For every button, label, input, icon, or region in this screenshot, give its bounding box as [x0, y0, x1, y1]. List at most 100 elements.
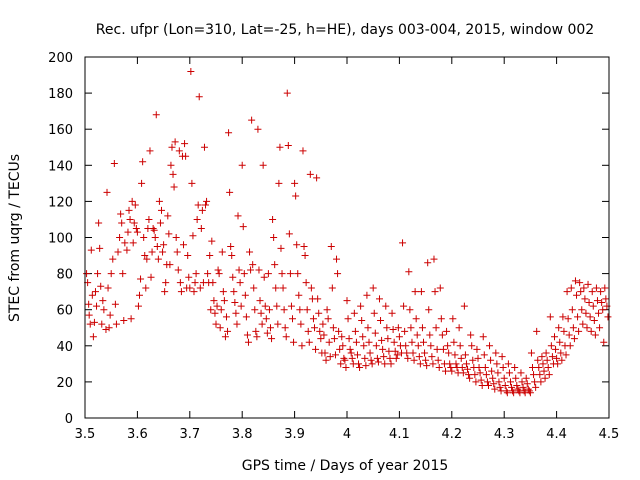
data-point — [85, 311, 93, 319]
data-point — [513, 382, 521, 390]
data-point — [401, 327, 409, 335]
data-point — [362, 362, 370, 370]
data-point — [316, 327, 324, 335]
data-point — [488, 367, 496, 375]
data-point — [400, 302, 408, 310]
data-point — [326, 353, 334, 361]
data-point — [509, 387, 517, 395]
data-point — [339, 342, 347, 350]
data-point — [479, 333, 487, 341]
data-point — [270, 234, 278, 241]
data-point — [411, 288, 419, 296]
data-point — [556, 338, 564, 346]
data-point — [546, 313, 554, 321]
data-point — [395, 333, 403, 341]
y-tick-label: 40 — [56, 340, 73, 355]
data-point — [107, 270, 115, 278]
data-point — [257, 309, 265, 317]
data-point — [388, 309, 396, 317]
data-point — [553, 354, 561, 362]
data-point — [392, 354, 400, 362]
data-point — [292, 192, 300, 200]
data-point — [366, 349, 374, 357]
data-point — [302, 279, 310, 287]
data-point — [262, 315, 270, 323]
data-point — [342, 363, 350, 371]
data-point — [297, 320, 305, 328]
data-point — [489, 374, 497, 382]
data-point — [514, 385, 522, 393]
data-point — [578, 306, 586, 314]
data-point — [252, 327, 260, 335]
data-point — [217, 306, 225, 314]
data-point — [298, 342, 306, 350]
data-point — [156, 219, 164, 227]
data-point — [525, 387, 533, 395]
data-point — [282, 333, 290, 341]
data-point — [140, 234, 148, 241]
data-point — [428, 353, 436, 361]
data-point — [198, 206, 206, 214]
data-point — [405, 268, 413, 276]
data-point — [236, 279, 244, 287]
data-point — [224, 327, 232, 335]
y-tick-label: 200 — [48, 51, 73, 66]
data-point — [579, 320, 587, 328]
data-point — [490, 380, 498, 388]
data-point — [402, 342, 410, 350]
data-point — [118, 219, 126, 227]
data-point — [363, 291, 371, 299]
data-point — [466, 374, 474, 382]
data-point — [219, 288, 227, 296]
data-point — [222, 313, 230, 321]
data-point — [344, 315, 352, 323]
data-point — [181, 140, 189, 148]
data-point — [244, 338, 252, 346]
data-point — [357, 302, 365, 310]
data-point — [241, 291, 249, 299]
data-point — [351, 327, 359, 335]
data-point — [301, 252, 309, 260]
data-point — [258, 320, 266, 328]
data-points — [83, 67, 612, 397]
data-point — [570, 335, 578, 343]
data-point — [389, 326, 397, 334]
data-point — [558, 356, 566, 364]
data-point — [358, 317, 366, 325]
data-point — [588, 288, 596, 296]
data-point — [438, 331, 446, 339]
data-point — [214, 266, 222, 274]
data-point — [211, 309, 219, 317]
data-point — [103, 188, 111, 196]
data-point — [596, 324, 604, 332]
data-point — [560, 327, 568, 335]
data-point — [547, 342, 555, 350]
data-point — [313, 174, 321, 182]
data-point — [444, 342, 452, 350]
data-point — [379, 345, 387, 353]
data-point — [231, 298, 239, 306]
data-point — [314, 295, 322, 303]
data-point — [114, 248, 122, 256]
data-point — [130, 219, 138, 227]
data-point — [494, 369, 502, 377]
data-point — [104, 284, 112, 292]
data-point — [375, 295, 383, 303]
data-point — [176, 279, 184, 287]
data-point — [585, 298, 593, 306]
chart-title: Rec. ufpr (Lon=310, Lat=-25, h=HE), days… — [96, 22, 594, 38]
data-point — [382, 302, 390, 310]
data-point — [177, 288, 185, 296]
data-point — [184, 252, 192, 260]
data-point — [408, 338, 416, 346]
data-point — [360, 342, 368, 350]
data-point — [299, 147, 307, 155]
data-point — [221, 333, 229, 341]
data-point — [455, 324, 463, 332]
data-point — [320, 331, 328, 339]
data-point — [412, 315, 420, 323]
data-point — [496, 383, 504, 391]
data-point — [273, 302, 281, 310]
data-point — [305, 338, 313, 346]
data-point — [83, 270, 91, 278]
